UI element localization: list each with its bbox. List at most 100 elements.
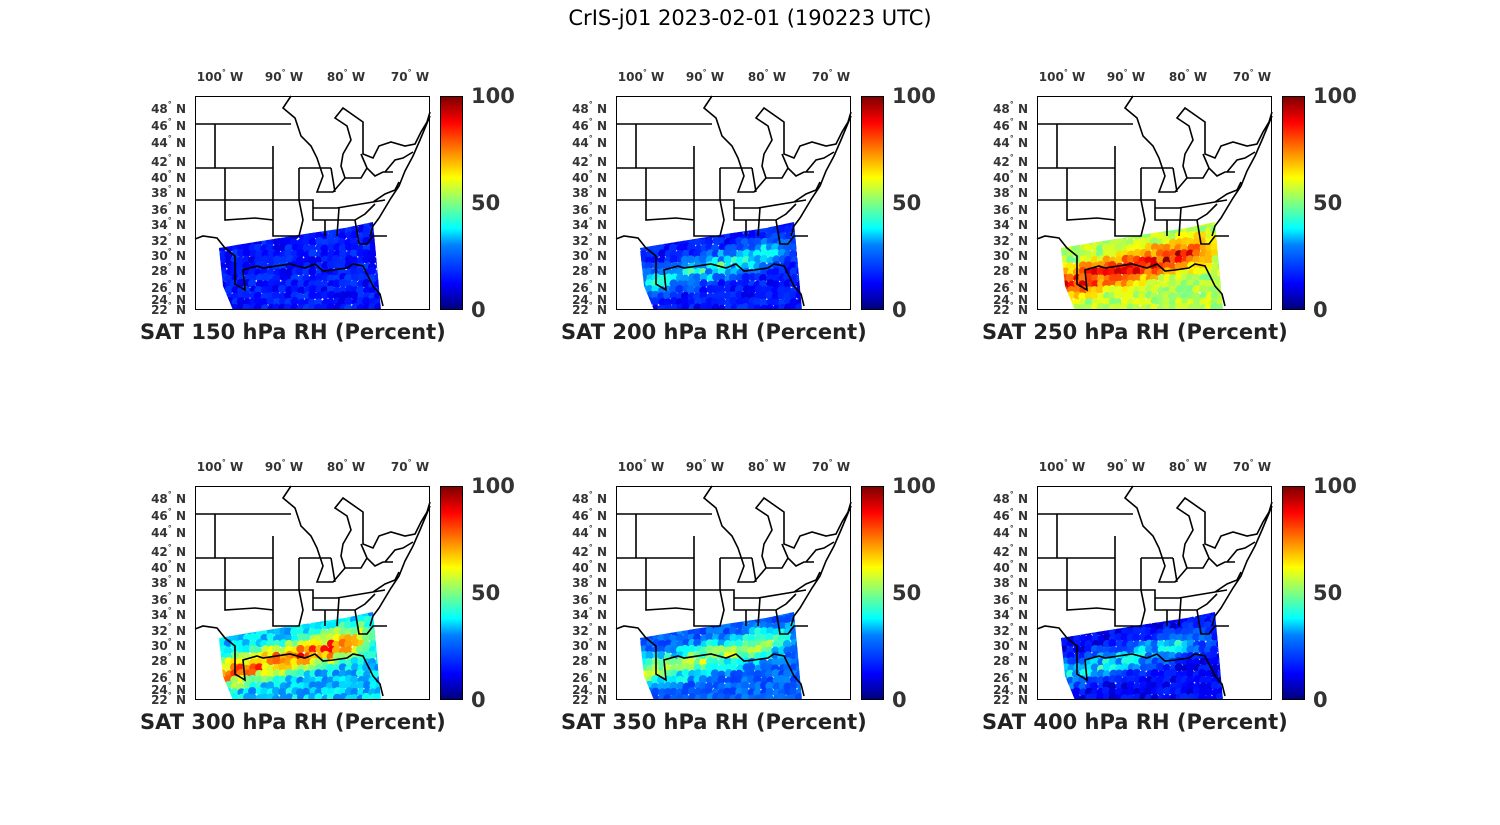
rh-obs-point <box>1216 616 1223 625</box>
rh-obs-point <box>279 226 288 235</box>
rh-obs-point <box>1114 243 1123 253</box>
lon-tick-label: 90° W <box>685 68 725 84</box>
rh-obs-point <box>1156 255 1165 265</box>
rh-obs-point <box>764 669 774 679</box>
rh-obs-point <box>1180 249 1189 258</box>
lat-tick-label: 22° N <box>572 301 607 317</box>
rh-obs-point <box>266 297 275 306</box>
rh-obs-point <box>1079 232 1088 242</box>
rh-obs-point <box>657 651 666 660</box>
rh-obs-point <box>650 226 660 235</box>
rh-obs-point <box>303 614 312 624</box>
rh-obs-point <box>1151 645 1160 655</box>
rh-obs-point <box>675 231 684 241</box>
lat-tick-label: 30° N <box>151 637 186 653</box>
rh-obs-point <box>1101 222 1111 229</box>
lat-tick-label: 28° N <box>993 262 1028 278</box>
rh-obs-point <box>694 612 703 619</box>
rh-obs-point <box>1084 273 1094 282</box>
rh-obs-point <box>302 612 311 619</box>
rh-obs-point <box>1216 639 1223 649</box>
rh-obs-point <box>1061 285 1069 294</box>
lat-tick-label: 48° N <box>151 100 186 116</box>
panel-title: SAT 350 hPa RH (Percent) <box>561 710 867 734</box>
lat-tick-label: 28° N <box>151 262 186 278</box>
rh-obs-point <box>248 693 258 700</box>
rh-obs-point <box>375 616 381 625</box>
rh-obs-point <box>1224 664 1232 672</box>
rh-obs-point <box>1071 669 1081 679</box>
rh-obs-point <box>350 626 359 636</box>
rh-obs-point <box>675 285 684 294</box>
lon-tick-label: 100° W <box>1038 458 1086 474</box>
rh-obs-point <box>290 296 299 306</box>
lat-tick-label: 44° N <box>151 524 186 540</box>
rh-obs-point <box>315 273 324 282</box>
rh-obs-point <box>278 612 287 620</box>
rh-obs-point <box>248 674 257 684</box>
rh-obs-point <box>801 280 802 289</box>
rh-obs-point <box>748 222 757 229</box>
rh-obs-point <box>230 640 239 649</box>
rh-obs-point <box>1101 231 1111 241</box>
rh-obs-point <box>219 693 227 700</box>
rh-obs-point <box>723 657 733 666</box>
map-svg <box>1036 485 1273 700</box>
lon-tick-label: 70° W <box>1232 458 1272 474</box>
rh-obs-point <box>1169 612 1178 619</box>
rh-obs-point <box>712 612 721 619</box>
rh-obs-point <box>765 681 774 691</box>
rh-obs-point <box>640 298 648 307</box>
rh-obs-point <box>710 669 720 678</box>
rh-obs-point <box>1061 663 1064 673</box>
rh-obs-point <box>379 285 381 294</box>
rh-obs-point <box>373 279 381 289</box>
rh-obs-point <box>693 222 703 228</box>
rh-obs-point <box>717 273 726 282</box>
rh-obs-point <box>1121 222 1130 229</box>
rh-obs-point <box>1096 627 1105 636</box>
rh-obs-point <box>1174 645 1184 654</box>
rh-obs-point <box>1191 273 1201 283</box>
rh-obs-point <box>351 273 360 282</box>
rh-obs-point <box>795 627 802 636</box>
rh-obs-point <box>260 222 269 229</box>
rh-obs-point <box>1084 612 1094 619</box>
rh-obs-point <box>1133 615 1142 624</box>
rh-obs-point <box>717 675 726 684</box>
rh-obs-point <box>1061 658 1064 667</box>
lat-tick-label: 24° N <box>572 291 607 307</box>
rh-obs-point <box>349 249 359 259</box>
rh-obs-point <box>374 693 381 700</box>
rh-obs-point <box>1097 622 1106 632</box>
rh-obs-point <box>1108 248 1118 258</box>
rh-obs-point <box>1156 632 1165 642</box>
rh-obs-point <box>1061 267 1064 276</box>
rh-obs-point <box>640 280 643 289</box>
rh-obs-point <box>1079 225 1089 235</box>
rh-obs-point <box>1061 298 1064 307</box>
rh-obs-point <box>1120 663 1129 672</box>
rh-obs-point <box>717 279 726 288</box>
rh-obs-point <box>640 615 649 624</box>
rh-obs-point <box>225 232 235 242</box>
rh-obs-point <box>669 645 679 655</box>
rh-obs-point <box>735 250 745 259</box>
map-frame <box>616 96 851 310</box>
rh-obs-point <box>1085 232 1095 241</box>
rh-obs-point <box>802 220 810 228</box>
rh-obs-point <box>698 675 708 684</box>
lon-tick-label: 70° W <box>811 458 851 474</box>
map-plot-area <box>615 95 852 310</box>
rh-obs-point <box>1102 621 1111 631</box>
rh-obs-point <box>646 638 655 648</box>
rh-obs-point <box>241 621 251 630</box>
rh-obs-point <box>1132 626 1142 636</box>
map-frame <box>616 486 851 700</box>
lat-tick-label: 36° N <box>572 201 607 217</box>
rh-obs-point <box>382 262 390 270</box>
rh-obs-point <box>380 273 381 283</box>
rh-obs-point <box>735 297 745 306</box>
map-svg <box>615 485 852 700</box>
rh-obs-point <box>1210 267 1219 277</box>
